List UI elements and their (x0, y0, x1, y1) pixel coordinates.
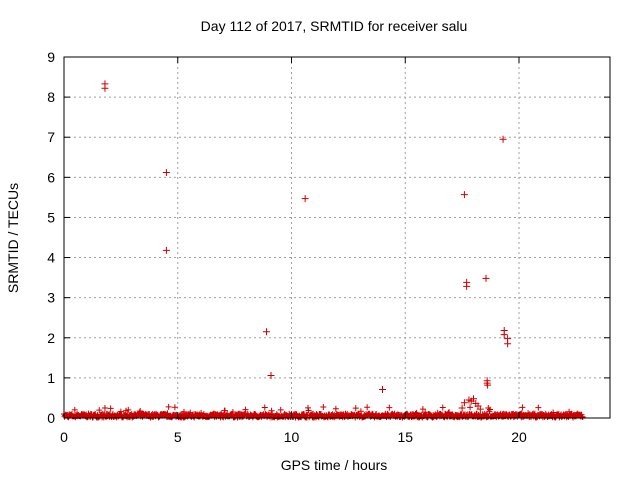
y-tick-label: 1 (47, 370, 55, 386)
y-axis-label: SRMTID / TECUs (5, 183, 21, 293)
axis-ticks: 0 1 2 3 4 5 6 7 8 9 0 5 10 15 20 (47, 49, 610, 445)
y-tick-label: 3 (47, 290, 55, 306)
data-point (460, 191, 468, 199)
data-point (301, 195, 309, 203)
chart-title: Day 112 of 2017, SRMTID for receiver sal… (201, 18, 468, 34)
data-point (463, 282, 471, 290)
y-tick-label: 0 (47, 410, 55, 426)
data-point (262, 328, 270, 336)
data-point (504, 340, 512, 348)
data-point (162, 246, 170, 254)
data-point (499, 135, 507, 143)
data-point (482, 274, 490, 282)
data-point (460, 399, 468, 407)
y-tick-label: 6 (47, 169, 55, 185)
y-tick-label: 9 (47, 49, 55, 65)
data-points (101, 80, 512, 413)
data-point (458, 404, 466, 412)
y-tick-label: 4 (47, 250, 55, 266)
y-tick-label: 7 (47, 129, 55, 145)
grid-lines (64, 57, 610, 418)
plot-frame (63, 56, 611, 419)
y-tick-label: 2 (47, 330, 55, 346)
data-point (470, 395, 477, 403)
data-point (484, 381, 492, 389)
x-axis-label: GPS time / hours (281, 457, 388, 473)
data-point (101, 84, 109, 92)
data-point (162, 169, 170, 177)
data-point (267, 371, 275, 379)
y-tick-label: 5 (47, 209, 55, 225)
data-point (379, 386, 386, 394)
x-tick-label: 5 (174, 429, 182, 445)
x-tick-label: 20 (511, 429, 527, 445)
x-tick-label: 10 (284, 429, 300, 445)
data-point (476, 405, 484, 413)
x-tick-label: 0 (60, 429, 68, 445)
data-point (500, 331, 508, 339)
x-tick-label: 15 (397, 429, 413, 445)
y-tick-label: 8 (47, 89, 55, 105)
